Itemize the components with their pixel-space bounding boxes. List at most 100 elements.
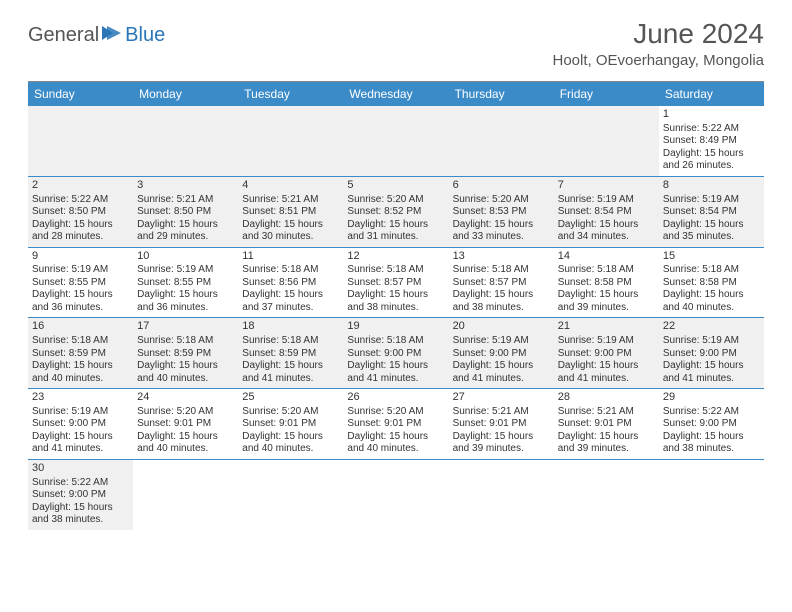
sunrise-line: Sunrise: 5:20 AM: [347, 194, 444, 207]
day-number: 5: [347, 179, 444, 193]
sunrise-line: Sunrise: 5:20 AM: [347, 406, 444, 419]
calendar-cell: 17Sunrise: 5:18 AMSunset: 8:59 PMDayligh…: [133, 318, 238, 388]
daylight-line: Daylight: 15 hours and 41 minutes.: [32, 431, 129, 456]
day-number: 9: [32, 250, 129, 264]
sunrise-line: Sunrise: 5:18 AM: [558, 264, 655, 277]
calendar-cell: 28Sunrise: 5:21 AMSunset: 9:01 PMDayligh…: [554, 389, 659, 459]
daylight-line: Daylight: 15 hours and 33 minutes.: [453, 219, 550, 244]
daylight-line: Daylight: 15 hours and 40 minutes.: [242, 431, 339, 456]
day-number: 3: [137, 179, 234, 193]
weekday-header: Monday: [133, 82, 238, 106]
weekday-header: Wednesday: [343, 82, 448, 106]
day-number: 2: [32, 179, 129, 193]
sunrise-line: Sunrise: 5:21 AM: [558, 406, 655, 419]
sunrise-line: Sunrise: 5:22 AM: [32, 477, 129, 490]
calendar-cell: 19Sunrise: 5:18 AMSunset: 9:00 PMDayligh…: [343, 318, 448, 388]
calendar-week: 23Sunrise: 5:19 AMSunset: 9:00 PMDayligh…: [28, 389, 764, 460]
daylight-line: Daylight: 15 hours and 40 minutes.: [137, 360, 234, 385]
sunrise-line: Sunrise: 5:22 AM: [32, 194, 129, 207]
calendar-cell: 23Sunrise: 5:19 AMSunset: 9:00 PMDayligh…: [28, 389, 133, 459]
sunset-line: Sunset: 8:59 PM: [32, 348, 129, 361]
day-number: 25: [242, 391, 339, 405]
weekday-header: Saturday: [659, 82, 764, 106]
calendar-cell: 18Sunrise: 5:18 AMSunset: 8:59 PMDayligh…: [238, 318, 343, 388]
day-number: 7: [558, 179, 655, 193]
day-number: 29: [663, 391, 760, 405]
calendar-cell-empty: [343, 460, 448, 530]
day-number: 6: [453, 179, 550, 193]
calendar-cell: 1Sunrise: 5:22 AMSunset: 8:49 PMDaylight…: [659, 106, 764, 176]
sunset-line: Sunset: 9:01 PM: [347, 418, 444, 431]
day-number: 24: [137, 391, 234, 405]
calendar-week: 2Sunrise: 5:22 AMSunset: 8:50 PMDaylight…: [28, 177, 764, 248]
weekday-header: Sunday: [28, 82, 133, 106]
day-number: 26: [347, 391, 444, 405]
sunrise-line: Sunrise: 5:21 AM: [137, 194, 234, 207]
daylight-line: Daylight: 15 hours and 37 minutes.: [242, 289, 339, 314]
daylight-line: Daylight: 15 hours and 34 minutes.: [558, 219, 655, 244]
calendar-cell: 29Sunrise: 5:22 AMSunset: 9:00 PMDayligh…: [659, 389, 764, 459]
day-number: 23: [32, 391, 129, 405]
sunset-line: Sunset: 9:01 PM: [453, 418, 550, 431]
day-number: 12: [347, 250, 444, 264]
sunset-line: Sunset: 8:52 PM: [347, 206, 444, 219]
weekday-header: Thursday: [449, 82, 554, 106]
sunrise-line: Sunrise: 5:20 AM: [137, 406, 234, 419]
calendar-cell-empty: [449, 460, 554, 530]
day-number: 4: [242, 179, 339, 193]
sunrise-line: Sunrise: 5:19 AM: [137, 264, 234, 277]
daylight-line: Daylight: 15 hours and 30 minutes.: [242, 219, 339, 244]
calendar-cell: 13Sunrise: 5:18 AMSunset: 8:57 PMDayligh…: [449, 248, 554, 318]
daylight-line: Daylight: 15 hours and 41 minutes.: [453, 360, 550, 385]
calendar-cell-empty: [238, 106, 343, 176]
day-number: 18: [242, 320, 339, 334]
sunset-line: Sunset: 9:00 PM: [663, 348, 760, 361]
sunrise-line: Sunrise: 5:21 AM: [242, 194, 339, 207]
sunrise-line: Sunrise: 5:19 AM: [558, 335, 655, 348]
daylight-line: Daylight: 15 hours and 29 minutes.: [137, 219, 234, 244]
sunrise-line: Sunrise: 5:20 AM: [453, 194, 550, 207]
sunrise-line: Sunrise: 5:21 AM: [453, 406, 550, 419]
calendar-cell-empty: [554, 106, 659, 176]
calendar-cell-empty: [343, 106, 448, 176]
daylight-line: Daylight: 15 hours and 39 minutes.: [453, 431, 550, 456]
sunset-line: Sunset: 9:00 PM: [663, 418, 760, 431]
weekday-header: Friday: [554, 82, 659, 106]
day-number: 13: [453, 250, 550, 264]
calendar-cell: 8Sunrise: 5:19 AMSunset: 8:54 PMDaylight…: [659, 177, 764, 247]
daylight-line: Daylight: 15 hours and 38 minutes.: [453, 289, 550, 314]
sunrise-line: Sunrise: 5:19 AM: [32, 264, 129, 277]
sunset-line: Sunset: 8:55 PM: [137, 277, 234, 290]
daylight-line: Daylight: 15 hours and 39 minutes.: [558, 431, 655, 456]
header: General Blue June 2024 Hoolt, OEvoerhang…: [0, 0, 792, 75]
sunset-line: Sunset: 9:00 PM: [558, 348, 655, 361]
sunset-line: Sunset: 9:01 PM: [242, 418, 339, 431]
sunset-line: Sunset: 9:01 PM: [558, 418, 655, 431]
sunrise-line: Sunrise: 5:18 AM: [347, 335, 444, 348]
daylight-line: Daylight: 15 hours and 41 minutes.: [242, 360, 339, 385]
daylight-line: Daylight: 15 hours and 36 minutes.: [32, 289, 129, 314]
sunset-line: Sunset: 8:58 PM: [558, 277, 655, 290]
daylight-line: Daylight: 15 hours and 40 minutes.: [137, 431, 234, 456]
sunset-line: Sunset: 8:58 PM: [663, 277, 760, 290]
sunset-line: Sunset: 8:55 PM: [32, 277, 129, 290]
day-number: 15: [663, 250, 760, 264]
sunset-line: Sunset: 8:59 PM: [137, 348, 234, 361]
calendar-cell-empty: [133, 106, 238, 176]
sunset-line: Sunset: 8:49 PM: [663, 135, 760, 148]
sunrise-line: Sunrise: 5:20 AM: [242, 406, 339, 419]
sunset-line: Sunset: 8:51 PM: [242, 206, 339, 219]
sunrise-line: Sunrise: 5:19 AM: [453, 335, 550, 348]
calendar-cell: 21Sunrise: 5:19 AMSunset: 9:00 PMDayligh…: [554, 318, 659, 388]
calendar-cell: 7Sunrise: 5:19 AMSunset: 8:54 PMDaylight…: [554, 177, 659, 247]
sunrise-line: Sunrise: 5:22 AM: [663, 406, 760, 419]
daylight-line: Daylight: 15 hours and 38 minutes.: [663, 431, 760, 456]
calendar-cell: 30Sunrise: 5:22 AMSunset: 9:00 PMDayligh…: [28, 460, 133, 530]
daylight-line: Daylight: 15 hours and 40 minutes.: [663, 289, 760, 314]
calendar-cell-empty: [238, 460, 343, 530]
calendar: SundayMondayTuesdayWednesdayThursdayFrid…: [28, 81, 764, 530]
calendar-cell: 16Sunrise: 5:18 AMSunset: 8:59 PMDayligh…: [28, 318, 133, 388]
day-number: 22: [663, 320, 760, 334]
calendar-cell: 14Sunrise: 5:18 AMSunset: 8:58 PMDayligh…: [554, 248, 659, 318]
calendar-cell: 9Sunrise: 5:19 AMSunset: 8:55 PMDaylight…: [28, 248, 133, 318]
